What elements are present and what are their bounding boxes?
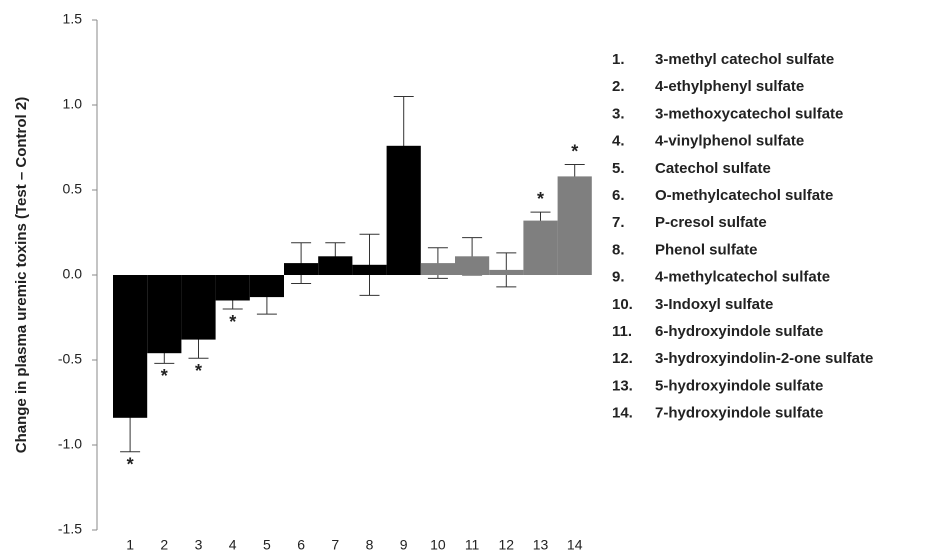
y-tick-label: 1.5 [63,11,83,27]
legend-label: O-methylcatechol sulfate [655,187,833,204]
x-tick-label: 11 [465,537,480,553]
bar [489,269,524,275]
legend-number: 12. [612,350,633,367]
bar [523,220,558,275]
legend-label: 3-hydroxyindolin-2-one sulfate [655,350,873,367]
y-tick-label: -1.5 [58,521,82,537]
legend-label: Phenol sulfate [655,241,758,258]
bar [284,263,319,275]
bar [318,256,353,275]
legend-number: 8. [612,241,625,258]
x-tick-label: 6 [297,537,305,553]
legend-label: P-cresol sulfate [655,214,767,231]
x-tick-label: 7 [331,537,339,553]
y-tick-label: 0.0 [63,266,83,282]
y-tick-label: -0.5 [58,351,82,367]
legend-label: 3-methoxycatechol sulfate [655,105,843,122]
bar [420,263,455,275]
significance-mark: * [571,141,578,161]
bar [557,176,592,275]
bar [455,256,490,275]
x-tick-label: 1 [126,537,134,553]
x-tick-label: 8 [366,537,374,553]
significance-mark: * [537,189,544,209]
x-tick-label: 9 [400,537,408,553]
legend-number: 10. [612,296,633,313]
legend-number: 14. [612,405,633,422]
legend-label: 4-methylcatechol sulfate [655,269,830,286]
legend-number: 1. [612,51,625,68]
y-tick-label: 1.0 [63,96,83,112]
legend-label: 4-vinylphenol sulfate [655,133,804,150]
x-tick-label: 4 [229,537,237,553]
bar [215,275,250,301]
legend-label: 3-methyl catechol sulfate [655,51,834,68]
legend-number: 2. [612,78,625,95]
legend: 1. 3-methyl catechol sulfate 2. 4-ethylphen… [612,51,873,422]
x-tick-label: 3 [195,537,203,553]
significance-mark: * [127,455,134,475]
x-tick-label: 14 [567,537,583,553]
legend-label: 4-ethylphenyl sulfate [655,78,804,95]
y-tick-label: 0.5 [63,181,83,197]
x-tick-label: 12 [499,537,515,553]
legend-number: 11. [612,323,632,340]
y-axis-label: Change in plasma uremic toxins (Test – C… [13,97,30,453]
x-tick-label: 10 [430,537,446,553]
legend-label: 5-hydroxyindole sulfate [655,377,823,394]
legend-label: 7-hydroxyindole sulfate [655,405,823,422]
legend-number: 9. [612,269,625,286]
legend-number: 3. [612,105,625,122]
y-tick-label: -1.0 [58,436,82,452]
legend-number: 13. [612,377,633,394]
significance-mark: * [195,361,202,381]
bar [181,275,216,340]
bar [147,275,182,354]
x-tick-label: 5 [263,537,271,553]
significance-mark: * [229,312,236,332]
legend-label: Catechol sulfate [655,160,771,177]
legend-number: 6. [612,187,625,204]
legend-number: 5. [612,160,625,177]
significance-mark: * [161,366,168,386]
x-tick-label: 2 [160,537,168,553]
legend-number: 7. [612,214,625,231]
legend-number: 4. [612,133,625,150]
legend-label: 3-Indoxyl sulfate [655,296,773,313]
bar [249,275,284,298]
legend-label: 6-hydroxyindole sulfate [655,323,823,340]
x-tick-label: 13 [533,537,549,553]
bar [352,264,387,275]
bar [113,275,148,418]
bar [386,145,421,275]
